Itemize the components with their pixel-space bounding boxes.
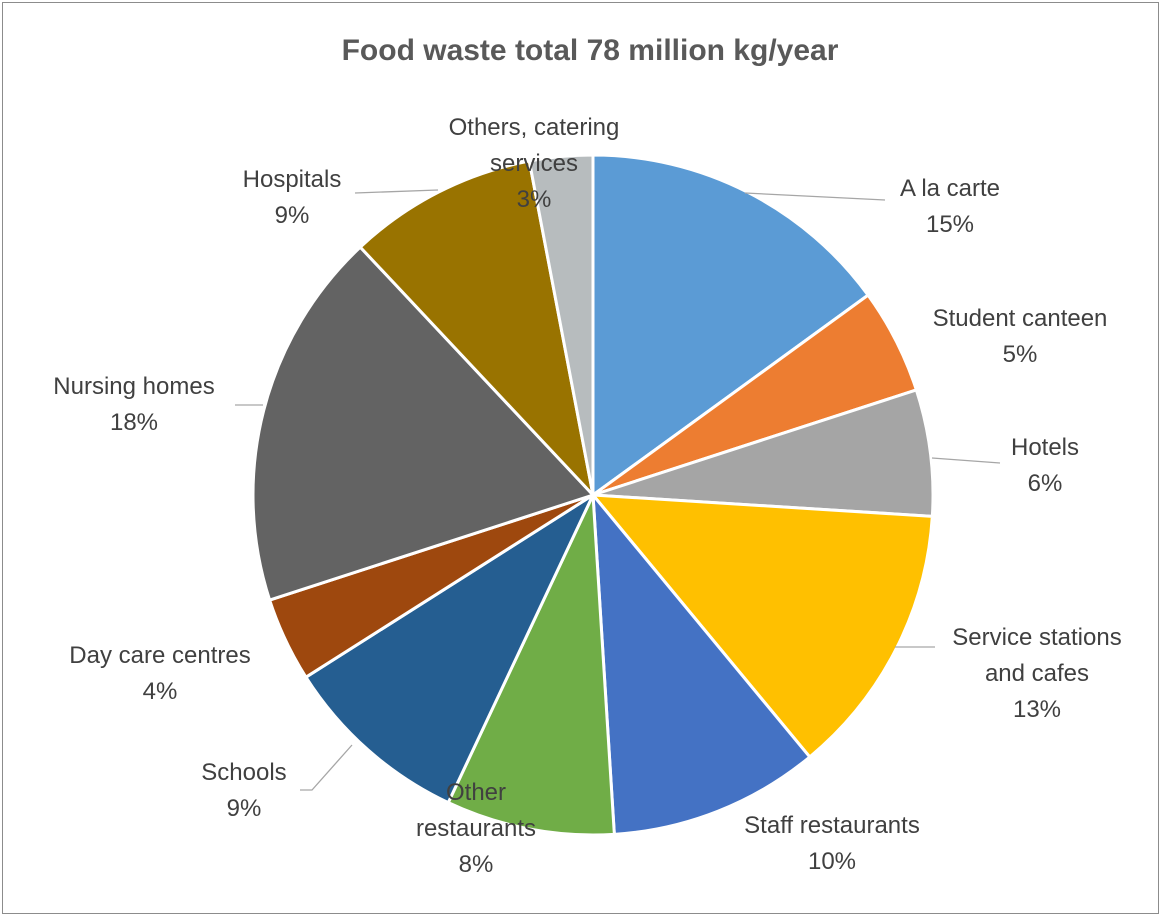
data-label-category: Schools <box>201 759 286 786</box>
data-label-day-care-centres: Day care centres 4% <box>69 642 250 705</box>
data-label-percent: 9% <box>227 795 262 822</box>
pie-slice-a-la-carte <box>591 153 871 498</box>
leader-line-hotels <box>931 457 1001 464</box>
data-label-other-restaurants: Other restaurants 8% <box>416 779 536 878</box>
data-label-percent: 5% <box>1003 341 1038 368</box>
data-label-category: Service stations <box>952 624 1121 651</box>
data-label-category: Other <box>446 779 506 806</box>
data-label-category: Others, catering <box>449 114 620 141</box>
pie-slice-other-restaurants <box>446 494 616 837</box>
data-label-nursing-homes: Nursing homes 18% <box>53 373 214 436</box>
pie-slice-hospitals <box>358 159 596 500</box>
leader-line-a-la-carte <box>744 192 886 201</box>
data-label-category: Hotels <box>1011 434 1079 461</box>
data-label-percent: 18% <box>110 409 158 436</box>
data-label-percent: 6% <box>1028 470 1063 497</box>
data-label-percent: 9% <box>275 202 310 229</box>
pie-slice-nursing-homes <box>251 245 596 602</box>
data-label-staff-restaurants: Staff restaurants 10% <box>744 812 920 875</box>
data-label-percent: 4% <box>143 678 178 705</box>
data-label-category: A la carte <box>900 175 1000 202</box>
data-label-hotels: Hotels 6% <box>1011 434 1079 497</box>
data-label-category: services <box>490 150 578 177</box>
labels-layer: A la carte 15% Student canteen 5% Hotels 6% Se… <box>53 114 1121 878</box>
data-label-percent: 15% <box>926 211 974 238</box>
chart-title: Food waste total 78 million kg/year <box>342 34 839 67</box>
pie-slice-hotels <box>592 388 935 518</box>
data-label-service-stations-and-cafes: Service stations and cafes 13% <box>952 624 1121 723</box>
leader-line-hospitals <box>354 189 439 194</box>
data-label-category: Student canteen <box>933 305 1108 332</box>
pie-slice-staff-restaurants <box>591 490 812 836</box>
leader-line-schools <box>300 744 353 791</box>
data-label-percent: 13% <box>1013 696 1061 723</box>
data-label-category: restaurants <box>416 815 536 842</box>
data-label-others-catering-services: Others, catering services 3% <box>449 114 620 213</box>
slices-layer <box>251 153 935 837</box>
data-label-category: Hospitals <box>243 166 342 193</box>
data-label-percent: 8% <box>459 851 494 878</box>
pie-slice-service-stations-and-cafes <box>589 493 934 760</box>
data-label-category: Day care centres <box>69 642 250 669</box>
leader-lines-layer <box>235 189 1001 791</box>
data-label-category: Staff restaurants <box>744 812 920 839</box>
pie-slice-schools <box>303 490 597 805</box>
pie-slice-others-catering-services <box>527 153 595 496</box>
data-label-category: Nursing homes <box>53 373 214 400</box>
data-label-a-la-carte: A la carte 15% <box>900 175 1000 238</box>
data-label-hospitals: Hospitals 9% <box>243 166 342 229</box>
data-label-schools: Schools 9% <box>201 759 286 822</box>
data-label-category: and cafes <box>985 660 1089 687</box>
data-label-student-canteen: Student canteen 5% <box>933 305 1108 368</box>
data-label-percent: 3% <box>517 186 552 213</box>
data-label-percent: 10% <box>808 848 856 875</box>
